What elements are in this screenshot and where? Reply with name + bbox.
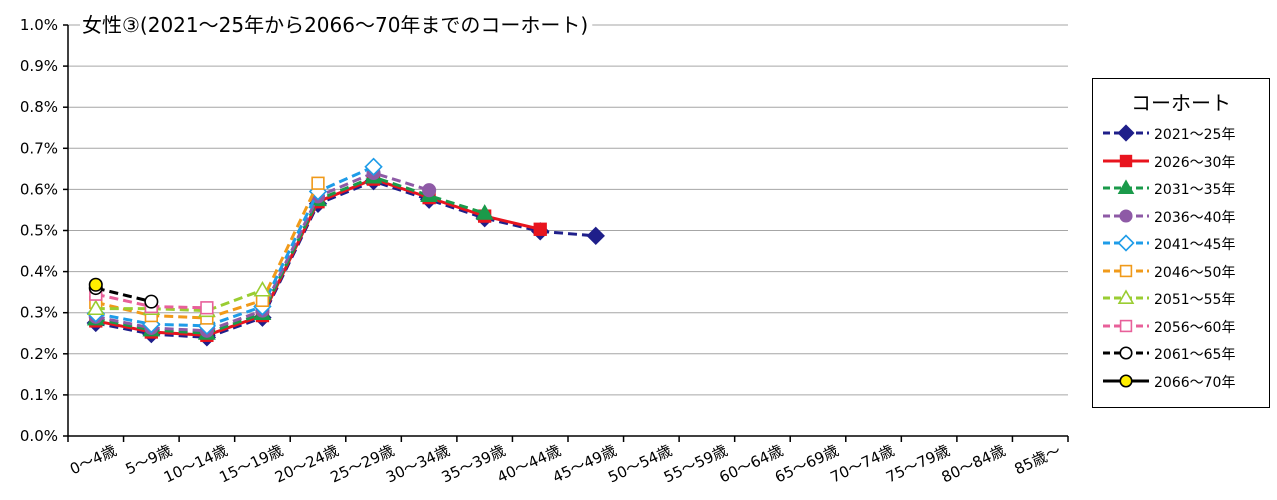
legend-swatch (1103, 346, 1149, 360)
series-line (95, 182, 320, 320)
legend-label: 2021～25年 (1154, 127, 1236, 143)
data-point (422, 183, 437, 198)
data-point (1119, 154, 1133, 167)
y-tick-label: 0.5% (20, 222, 58, 240)
data-point (1117, 234, 1135, 252)
legend-label: 2061～65年 (1154, 347, 1236, 363)
data-point (533, 222, 547, 236)
data-point (144, 294, 159, 309)
legend-item: 2031～35年 (1101, 176, 1266, 200)
data-point (364, 157, 383, 176)
y-tick-label: 0.3% (20, 304, 58, 322)
y-tick-label: 0.9% (20, 57, 58, 75)
legend-label: 2051～55年 (1154, 292, 1236, 308)
y-tick-label: 0.8% (20, 98, 58, 116)
data-point (88, 277, 103, 292)
legend-swatch (1103, 124, 1149, 142)
legend-swatch (1103, 319, 1149, 332)
y-tick-label: 0.4% (20, 263, 58, 281)
y-tick-label: 0.1% (20, 386, 58, 404)
data-point (1117, 124, 1135, 142)
legend-item: 2051～55年 (1101, 286, 1266, 310)
data-point (253, 280, 272, 297)
legend-item: 2046～50年 (1101, 259, 1266, 283)
data-point (1119, 346, 1133, 360)
legend-swatch (1103, 208, 1149, 223)
series-line (95, 179, 596, 339)
data-point (586, 226, 605, 246)
legend-swatch (1103, 264, 1149, 277)
data-point (1117, 179, 1135, 195)
x-tick-label: 0～4歳 (67, 441, 119, 478)
legend-item: 2036～40年 (1101, 204, 1266, 228)
data-point (1119, 208, 1133, 223)
data-point (1119, 264, 1133, 277)
legend-label: 2031～35年 (1154, 182, 1236, 198)
data-point (200, 301, 214, 315)
data-point (1119, 373, 1133, 388)
legend-item: 2066～70年 (1101, 369, 1266, 393)
legend-item: 2041～45年 (1101, 231, 1266, 255)
legend-item: 2056～60年 (1101, 314, 1266, 338)
y-tick-label: 0.2% (20, 345, 58, 363)
series-line (95, 165, 375, 328)
y-tick-label: 0.6% (20, 180, 58, 198)
chart-title: 女性③(2021～25年から2066～70年までのコーホート) (82, 13, 588, 37)
series-line (95, 175, 486, 335)
data-point (1117, 289, 1135, 305)
data-point (475, 204, 494, 220)
legend-label: 2046～50年 (1154, 264, 1236, 281)
x-tick-label: 80～84歳 (939, 441, 1008, 486)
x-tick-label: 85歳～ (1012, 441, 1064, 478)
legend-label: 2026～30年 (1154, 154, 1236, 171)
legend-swatch (1103, 154, 1149, 167)
legend-swatch (1103, 234, 1149, 252)
legend-label: 2041～45年 (1154, 237, 1236, 253)
series-1 (86, 171, 605, 347)
y-tick-label: 1.0% (20, 16, 58, 34)
series-line (95, 288, 263, 313)
legend-label: 2036～40年 (1154, 209, 1236, 226)
data-point (86, 299, 105, 316)
series-line (95, 286, 152, 304)
legend-item: 2021～25年 (1101, 121, 1266, 145)
legend-label: 2066～70年 (1154, 374, 1236, 391)
legend-swatch (1103, 373, 1149, 388)
legend-title: コーホート (1131, 91, 1231, 115)
legend-item: 2061～65年 (1101, 341, 1266, 365)
data-point (311, 176, 325, 190)
legend-swatch (1103, 289, 1149, 305)
title-background (80, 11, 593, 41)
series-10 (88, 277, 103, 292)
legend-label: 2056～60年 (1154, 319, 1236, 336)
data-point (1119, 319, 1133, 332)
y-tick-label: 0.7% (20, 139, 58, 157)
y-tick-label: 0.0% (20, 427, 58, 445)
legend-item: 2026～30年 (1101, 149, 1266, 173)
legend-swatch (1103, 179, 1149, 195)
legend: コーホート 2021～25年 2026～30年 2031～35年 2036～40年 20… (1092, 78, 1270, 408)
